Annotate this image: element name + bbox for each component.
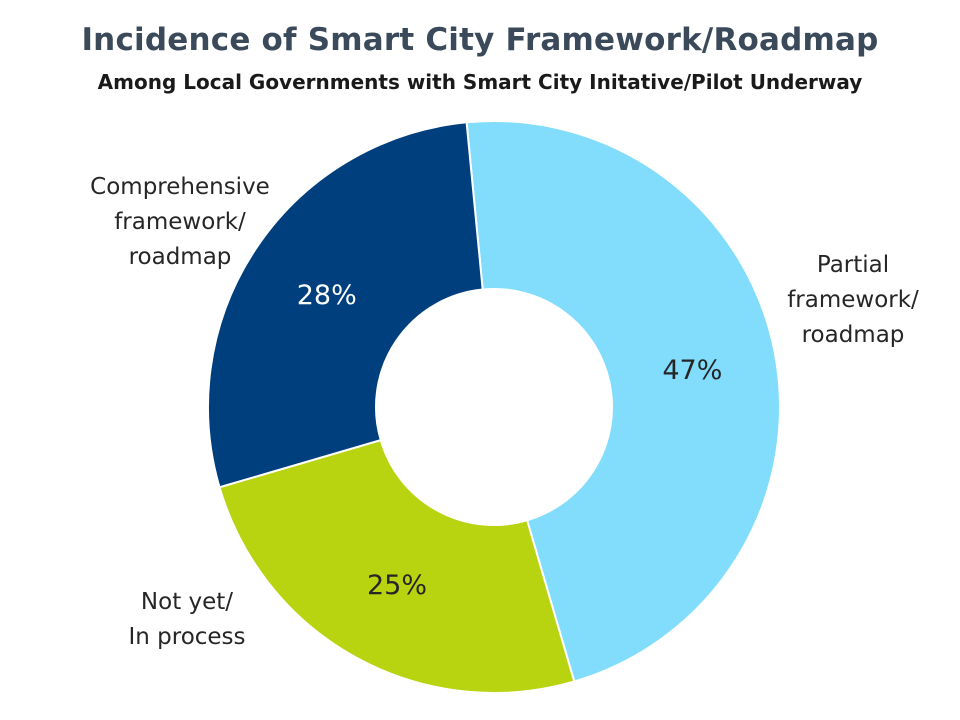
slice-not-yet	[218, 438, 576, 694]
value-label-not-yet: 25%	[367, 570, 427, 601]
slice-label-not-yet: Not yet/ In process	[128, 589, 246, 650]
value-label-partial: 47%	[662, 355, 722, 386]
slice-partial	[465, 120, 781, 683]
value-label-comprehensive: 28%	[297, 280, 357, 311]
slice-label-comprehensive: Comprehensive framework/ roadmap	[90, 174, 270, 270]
slice-label-partial: Partial framework/ roadmap	[787, 252, 919, 348]
chart-subtitle: Among Local Governments with Smart City …	[97, 70, 863, 94]
slice-comprehensive	[207, 121, 484, 489]
chart-title: Incidence of Smart City Framework/Roadma…	[81, 22, 879, 58]
